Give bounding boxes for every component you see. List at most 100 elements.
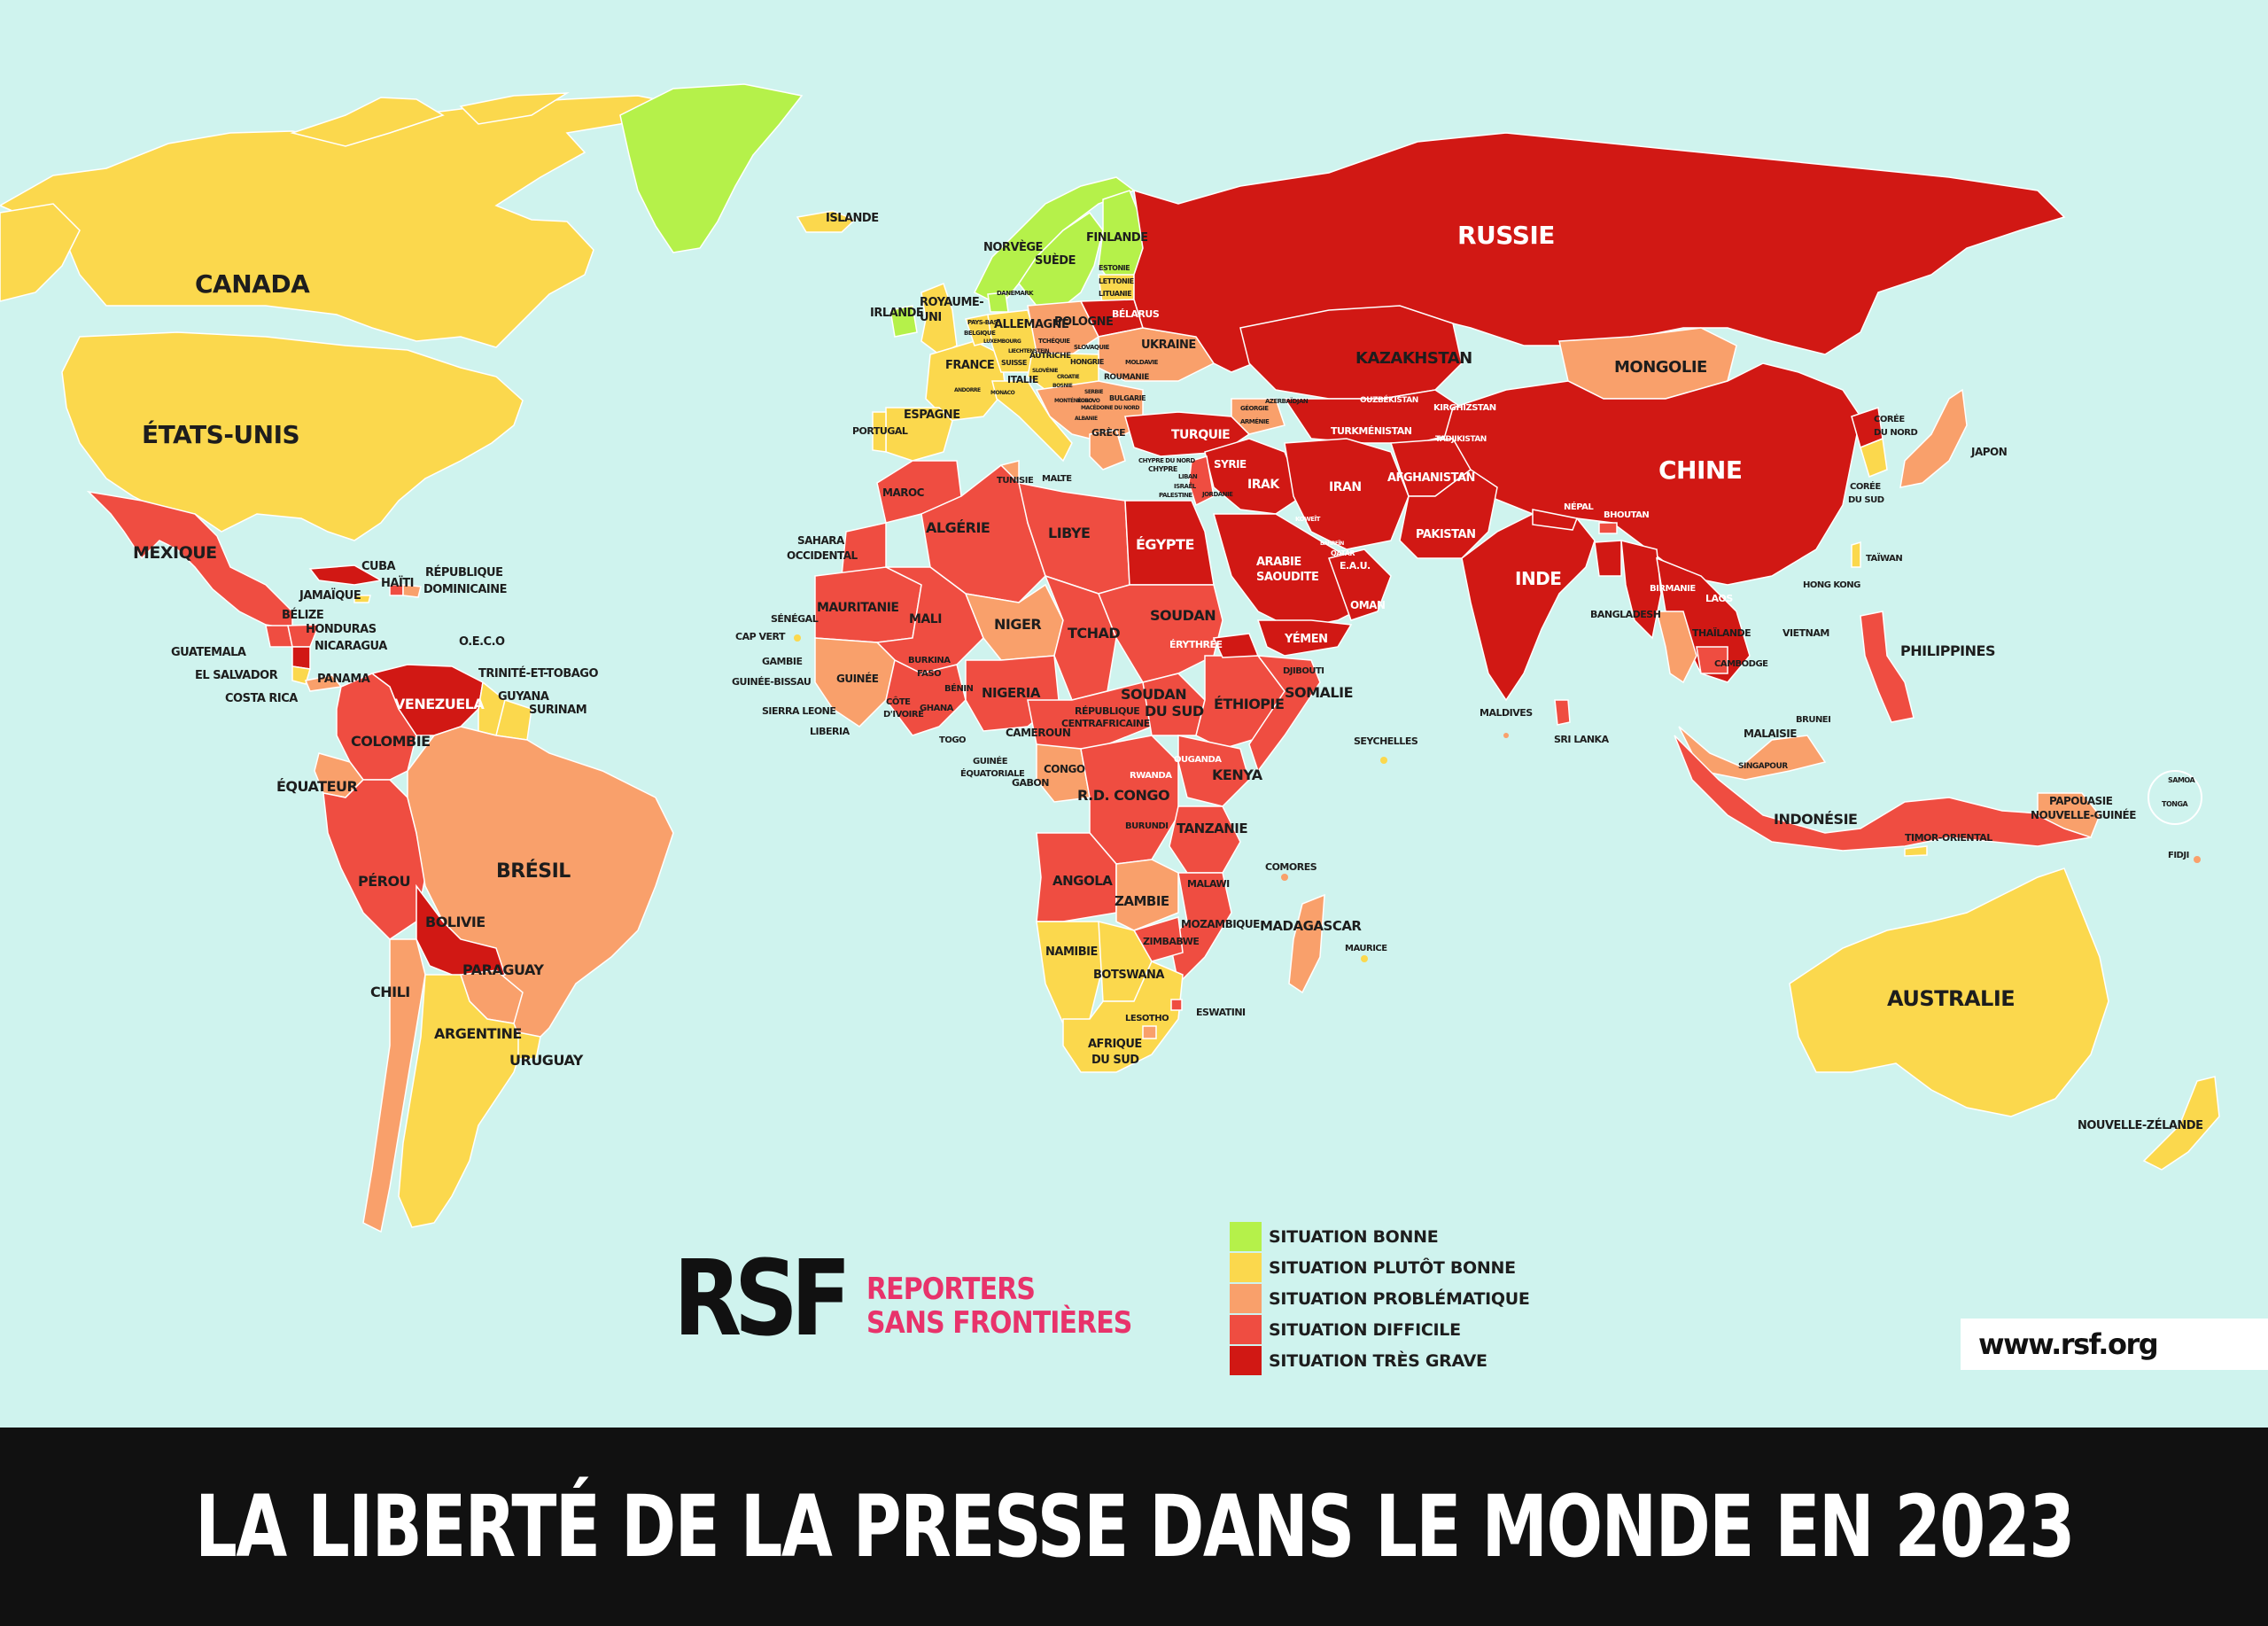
country-mozambique[interactable] [1169, 872, 1232, 985]
country-bangladesh[interactable] [1594, 540, 1622, 577]
country-italy[interactable] [991, 380, 1073, 463]
country-dominican-republic[interactable] [402, 584, 422, 598]
country-syria-iraq[interactable] [1204, 438, 1303, 515]
legend-label: SITUATION PLUTÔT BONNE [1269, 1257, 1516, 1278]
label-inde: INDE [1515, 568, 1561, 589]
country-costa-rica[interactable] [291, 665, 311, 685]
country-uruguay[interactable] [517, 1031, 541, 1060]
country-philippines[interactable] [1860, 611, 1915, 723]
country-yemen[interactable] [1256, 619, 1353, 657]
country-somalia[interactable] [1248, 655, 1321, 773]
country-maldives[interactable] [1503, 733, 1509, 738]
label-palestine: PALESTINE [1159, 492, 1192, 499]
label-centrafrique-1: RÉPUBLIQUE [1075, 705, 1139, 717]
country-levant[interactable] [1188, 455, 1215, 507]
country-oman-uae[interactable] [1328, 548, 1392, 621]
legend-swatch [1230, 1253, 1262, 1282]
label-surinam: SURINAM [529, 704, 586, 717]
label-sri-lanka: SRI LANKA [1554, 734, 1610, 745]
label-cameroun: CAMEROUN [1006, 727, 1070, 739]
label-azerbaidjan: AZERBAÏDJAN [1265, 397, 1309, 405]
label-albanie: ALBANIE [1075, 416, 1098, 422]
country-malaysia[interactable] [1678, 726, 1827, 781]
country-thailand[interactable] [1656, 611, 1697, 684]
country-korea-south[interactable] [1860, 437, 1888, 478]
country-india[interactable] [1461, 513, 1596, 702]
country-nepal[interactable] [1532, 509, 1579, 531]
country-poland[interactable] [1027, 300, 1099, 355]
label-rep-dom-1: RÉPUBLIQUE [425, 565, 503, 580]
country-china[interactable] [1443, 362, 1861, 586]
country-japan[interactable] [1899, 388, 1968, 488]
country-burkina-ghana[interactable] [885, 658, 967, 736]
country-south-africa[interactable] [1062, 961, 1184, 1073]
country-gabon-congo[interactable] [1036, 743, 1091, 803]
label-fidji: FIDJI [2168, 851, 2189, 860]
country-papua-new-guinea[interactable] [2037, 792, 2101, 838]
legend-item: SITUATION DIFFICILE [1230, 1314, 1530, 1345]
label-vietnam: VIETNAM [1783, 627, 1829, 639]
label-belize: BÉLIZE [282, 608, 323, 622]
country-taiwan[interactable] [1851, 541, 1861, 568]
country-iceland[interactable] [796, 210, 857, 233]
label-algerie: ALGÉRIE [926, 519, 990, 536]
country-usa[interactable] [61, 331, 524, 541]
country-eswatini[interactable] [1170, 999, 1183, 1011]
country-canada-islands [290, 92, 570, 147]
legend-item: SITUATION PROBLÉMATIQUE [1230, 1283, 1530, 1314]
label-afrique-sud-1: AFRIQUE [1088, 1038, 1142, 1051]
legend-swatch [1230, 1315, 1262, 1344]
country-myanmar[interactable] [1620, 540, 1662, 640]
label-tonga: TONGA [2162, 800, 2189, 808]
rsf-url[interactable]: www.rsf.org [1961, 1319, 2268, 1370]
country-portugal[interactable] [872, 411, 887, 453]
country-west-africa-coast[interactable] [814, 637, 896, 727]
country-iran[interactable] [1284, 438, 1410, 550]
label-ouganda: OUGANDA [1174, 755, 1222, 765]
label-argentine: ARGENTINE [434, 1025, 522, 1042]
label-islande: ISLANDE [826, 212, 879, 225]
country-cuba[interactable] [308, 564, 384, 586]
country-tunisia[interactable] [999, 460, 1020, 485]
label-australie: AUSTRALIE [1887, 986, 2015, 1011]
country-chile[interactable] [362, 938, 426, 1233]
country-argentina[interactable] [398, 974, 524, 1228]
label-espagne: ESPAGNE [904, 408, 960, 422]
country-greece[interactable] [1089, 429, 1126, 471]
label-sahara-2: OCCIDENTAL [787, 549, 858, 562]
country-caucasus[interactable] [1231, 398, 1285, 435]
label-chypre-nord: CHYPRE DU NORD [1138, 457, 1195, 464]
country-seychelles[interactable] [1380, 757, 1387, 764]
country-comores[interactable] [1281, 874, 1288, 881]
country-new-zealand[interactable] [2142, 1076, 2220, 1171]
country-tanzania[interactable] [1169, 805, 1241, 874]
country-bhutan[interactable] [1598, 522, 1618, 534]
label-france: FRANCE [945, 359, 994, 372]
country-balkans[interactable] [1035, 380, 1144, 444]
label-bresil: BRÉSIL [496, 860, 571, 883]
country-egypt[interactable] [1124, 500, 1215, 586]
legend-swatch [1230, 1346, 1262, 1375]
country-cambodia[interactable] [1696, 646, 1728, 674]
country-sri-lanka[interactable] [1554, 699, 1571, 726]
country-cap-vert[interactable] [794, 634, 801, 642]
label-uruguay: URUGUAY [509, 1052, 584, 1069]
legend-label: SITUATION PROBLÉMATIQUE [1269, 1288, 1530, 1309]
country-madagascar[interactable] [1288, 893, 1325, 994]
country-indonesia[interactable] [1674, 735, 2093, 852]
country-australia[interactable] [1789, 867, 2109, 1117]
label-guyana: GUYANA [498, 690, 549, 704]
country-jamaica[interactable] [353, 595, 371, 603]
country-timor[interactable] [1904, 845, 1928, 857]
country-fidji[interactable] [2194, 856, 2201, 863]
label-colombie: COLOMBIE [351, 733, 431, 750]
country-maurice[interactable] [1361, 955, 1368, 962]
country-pakistan[interactable] [1399, 469, 1498, 559]
country-zambia[interactable] [1115, 859, 1179, 931]
country-angola[interactable] [1036, 832, 1117, 922]
country-ireland[interactable] [889, 305, 918, 338]
country-lesotho[interactable] [1142, 1025, 1157, 1039]
label-sahara-1: SAHARA [797, 534, 845, 547]
country-mexico[interactable] [86, 490, 293, 630]
country-nicaragua[interactable] [291, 646, 311, 670]
